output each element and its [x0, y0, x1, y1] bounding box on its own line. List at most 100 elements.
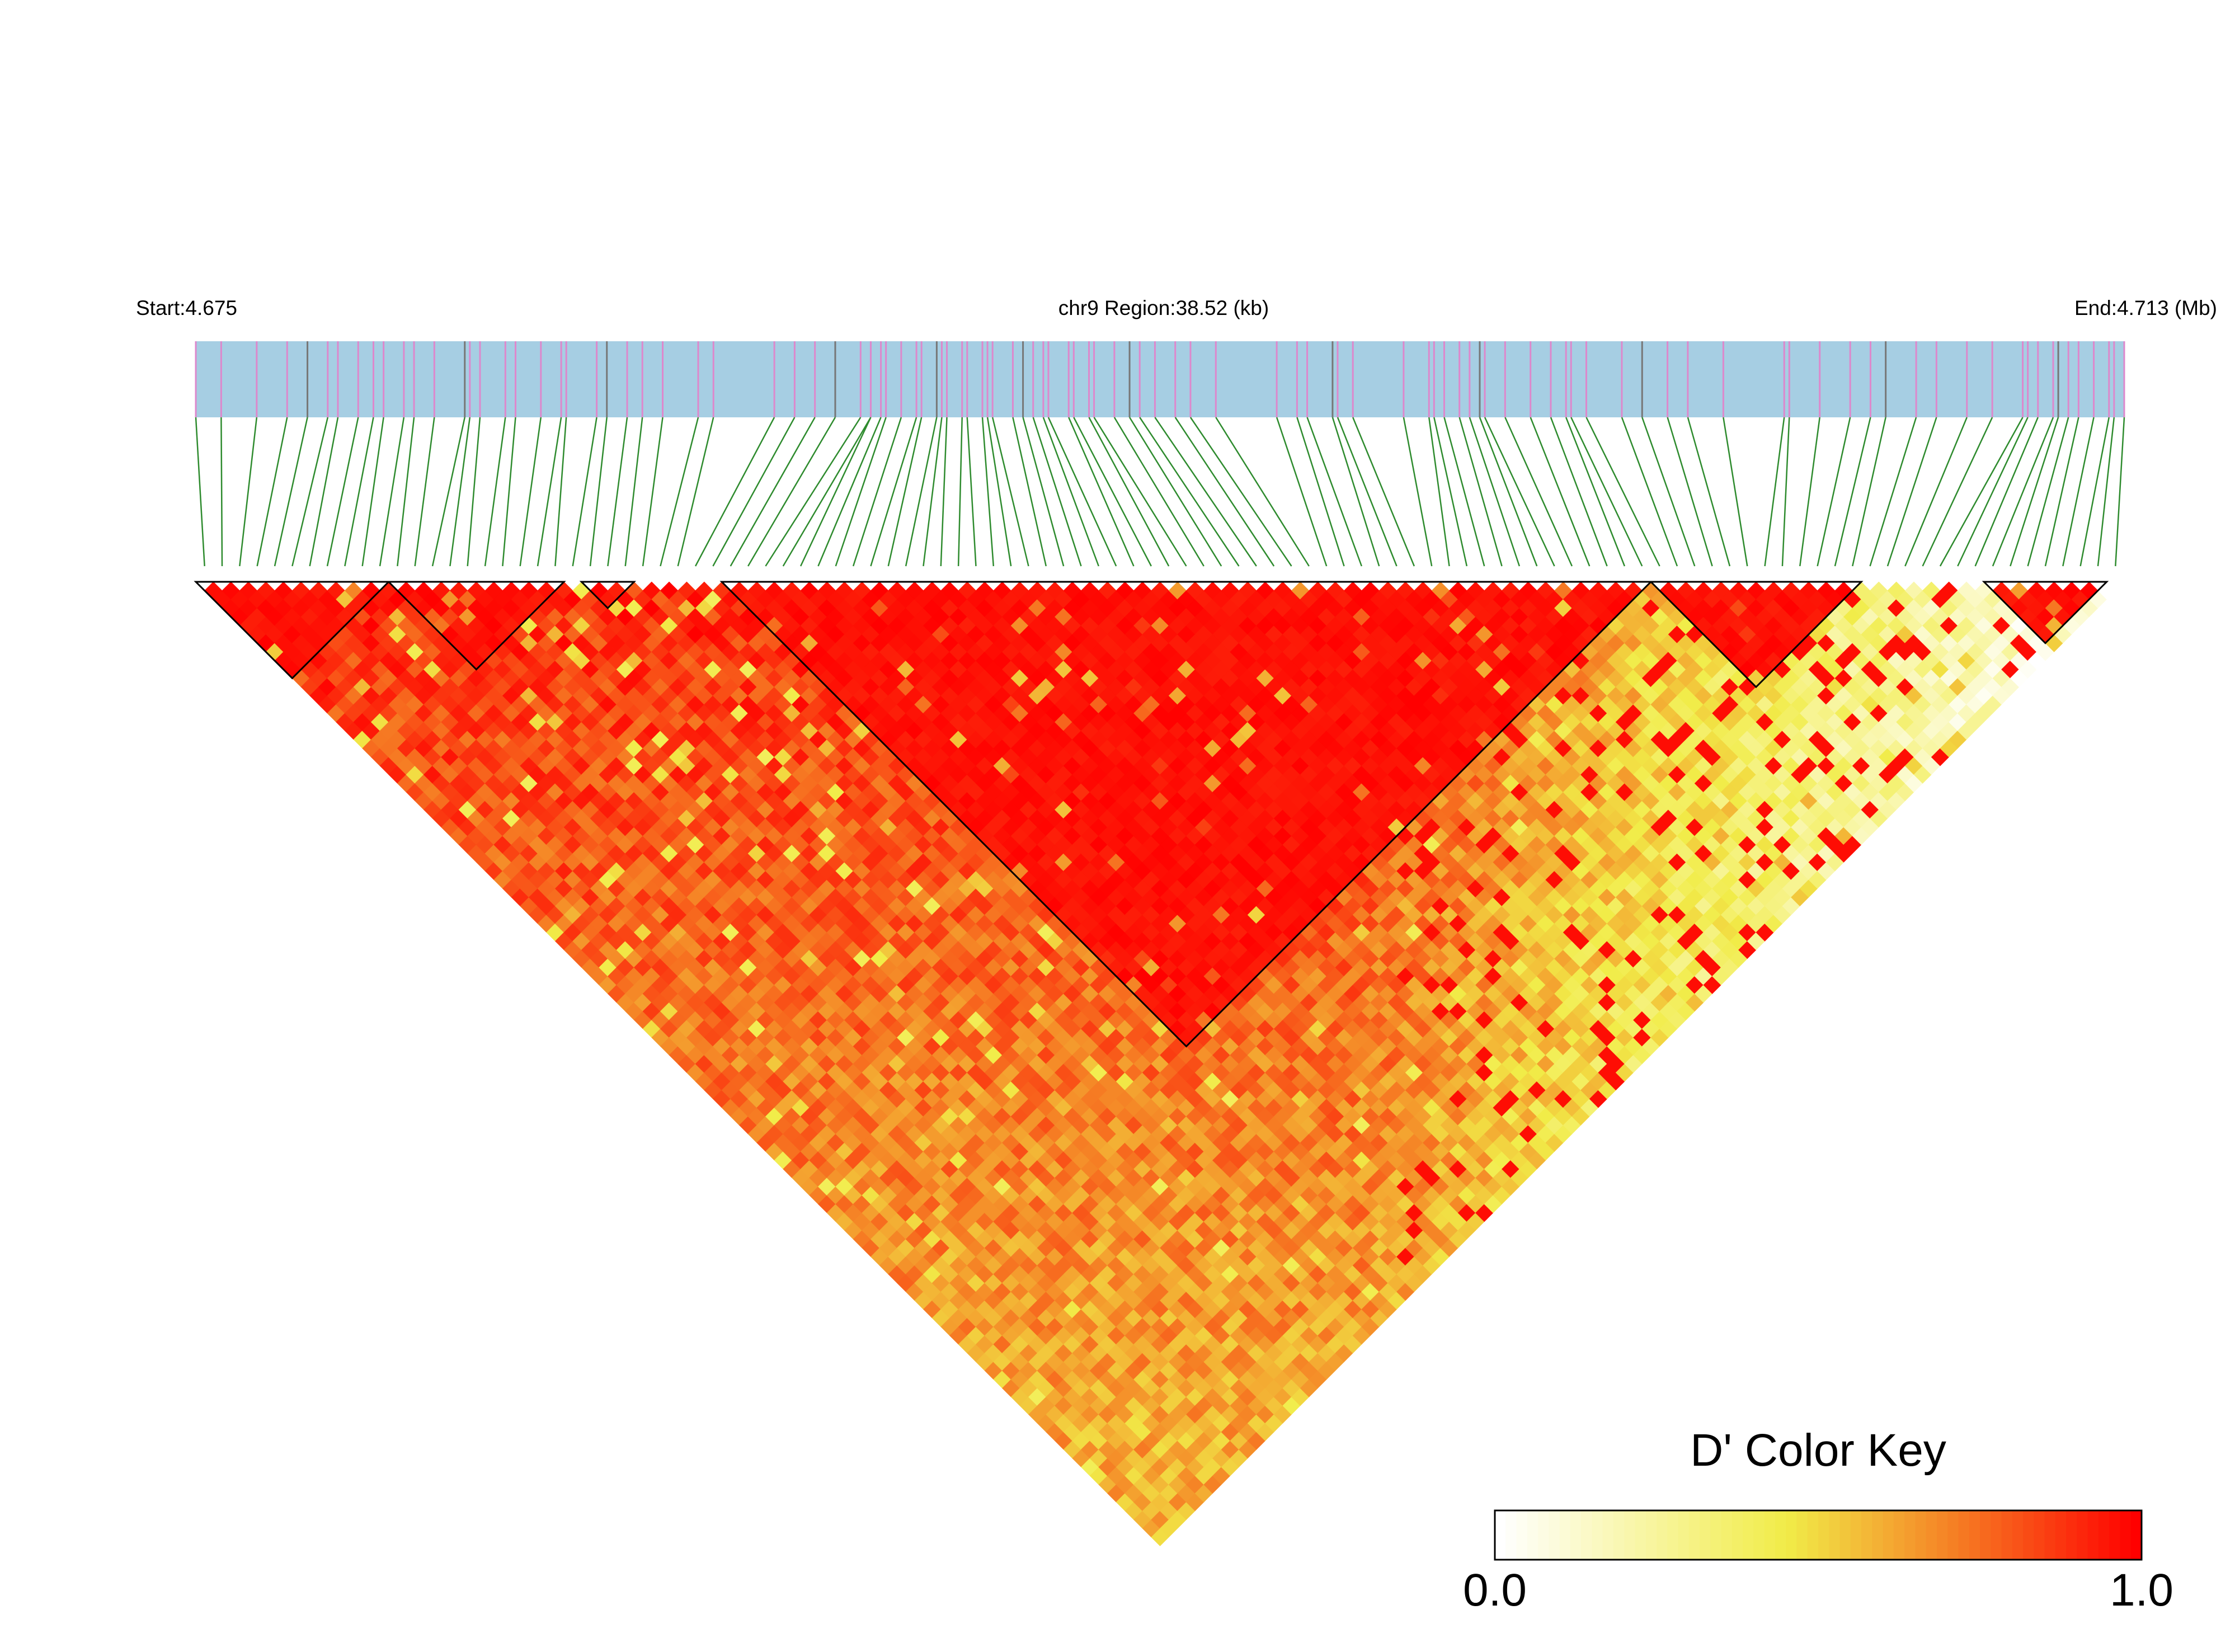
snp-connector: [712, 417, 796, 567]
snp-connector: [195, 417, 205, 567]
snp-connector: [852, 417, 902, 567]
snp-connector-lines: [195, 417, 2125, 567]
snp-connector: [397, 417, 415, 567]
snp-connector: [887, 417, 923, 567]
snp-connector: [326, 417, 359, 567]
snp-connector: [2115, 417, 2125, 567]
snp-connector: [1504, 417, 1573, 567]
snp-connector: [870, 417, 917, 567]
snp-connector: [660, 417, 699, 567]
snp-connector: [554, 417, 567, 567]
snp-connector: [694, 417, 775, 567]
snp-connector: [572, 417, 597, 567]
snp-connector: [502, 417, 516, 567]
snp-connector: [1331, 417, 1380, 567]
snp-connector: [1479, 417, 1538, 567]
snp-connector: [1469, 417, 1521, 567]
snp-connector: [1403, 417, 1433, 567]
snp-connector: [220, 417, 223, 567]
snp-connector: [1276, 417, 1328, 567]
snp-connector: [2062, 417, 2095, 567]
snp-connector: [991, 417, 1029, 567]
snp-connector: [1215, 417, 1310, 567]
snp-connector: [2044, 417, 2079, 567]
snp-connector: [1139, 417, 1240, 567]
snp-connector: [291, 417, 329, 567]
snp-connector: [835, 417, 887, 567]
snp-connector: [1032, 417, 1082, 567]
snp-connector: [1530, 417, 1591, 567]
snp-connector: [765, 417, 862, 567]
snp-track-bar: [196, 341, 2124, 417]
snp-connector: [1723, 417, 1748, 567]
snp-connector: [940, 417, 948, 567]
snp-connector: [1306, 417, 1363, 567]
snp-connector: [1129, 417, 1222, 567]
snp-connector: [309, 417, 339, 567]
snp-connector: [344, 417, 374, 567]
snp-connector: [1799, 417, 1820, 567]
snp-connector: [1904, 417, 1968, 567]
snp-connector: [414, 417, 435, 567]
snp-connector: [1550, 417, 1608, 567]
snp-connector: [1641, 417, 1696, 567]
snp-connector: [519, 417, 542, 567]
snp-connector: [589, 417, 608, 567]
snp-connector: [1667, 417, 1713, 567]
snp-connector: [1852, 417, 1886, 567]
end-label: End:4.713 (Mb): [2074, 296, 2217, 319]
snp-connector: [1073, 417, 1152, 567]
snp-connector: [782, 417, 872, 567]
snp-connector: [1337, 417, 1398, 567]
snp-connector: [1174, 417, 1275, 567]
snp-connector: [1992, 417, 2054, 567]
snp-connector: [1154, 417, 1257, 567]
snp-connector: [361, 417, 384, 567]
snp-connector: [607, 417, 628, 567]
snp-connector: [986, 417, 1012, 567]
snp-connector: [1687, 417, 1731, 567]
snp-connector: [642, 417, 664, 567]
snp-connector: [1621, 417, 1678, 567]
snp-connector: [1022, 417, 1065, 567]
snp-connector: [484, 417, 506, 567]
snp-connector: [1886, 417, 1937, 567]
snp-connector: [1922, 417, 1993, 567]
snp-connector: [1428, 417, 1450, 567]
snp-connector: [1764, 417, 1785, 567]
snp-connector: [677, 417, 714, 567]
snp-connector: [1834, 417, 1871, 567]
snp-connector: [1047, 417, 1117, 567]
snp-connector: [1433, 417, 1468, 567]
snp-connector: [449, 417, 471, 567]
snp-connector: [1957, 417, 2029, 567]
snp-connector: [1042, 417, 1099, 567]
snp-connector: [537, 417, 562, 567]
snp-connector: [2027, 417, 2069, 567]
snp-connector: [1570, 417, 1643, 567]
snp-connector: [467, 417, 481, 567]
snp-connector: [1093, 417, 1187, 567]
snp-connector: [1443, 417, 1485, 567]
snp-connector: [1565, 417, 1626, 567]
snp-connector: [1939, 417, 2024, 567]
snp-connector: [1296, 417, 1345, 567]
snp-connector: [981, 417, 995, 567]
snp-position-track: [195, 341, 2125, 417]
snp-connector: [799, 417, 872, 567]
snp-connector: [1088, 417, 1170, 567]
snp-connector: [379, 417, 405, 567]
snp-connector: [1352, 417, 1415, 567]
snp-connector: [624, 417, 643, 567]
snp-connector: [1012, 417, 1047, 567]
snp-connector: [905, 417, 938, 567]
snp-connector: [1068, 417, 1135, 567]
region-label: chr9 Region:38.52 (kb): [1058, 296, 1269, 319]
snp-connector: [2010, 417, 2059, 567]
snp-connector: [747, 417, 836, 567]
snp-connector: [730, 417, 816, 567]
snp-connector: [1974, 417, 2039, 567]
snp-connector: [1458, 417, 1503, 567]
snp-connector: [1869, 417, 1917, 567]
